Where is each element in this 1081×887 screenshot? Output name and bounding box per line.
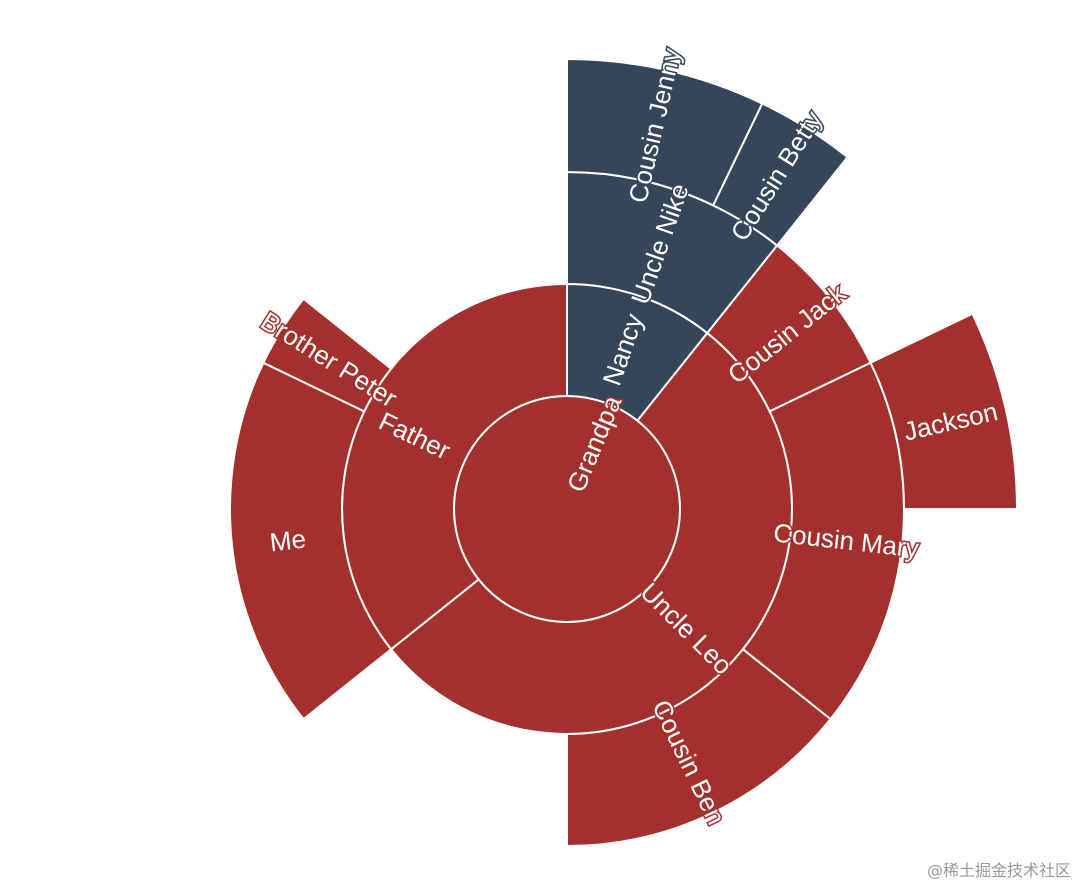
segment-cousin-ben[interactable] [566,647,832,848]
segment-brother-peter[interactable] [262,297,393,413]
segment-cousin-betty[interactable] [711,102,849,247]
label-me: Me [268,524,307,558]
sunburst-segments [229,57,1019,848]
watermark: @稀土掘金技术社区 [926,861,1071,880]
segment-jackson[interactable] [869,312,1019,510]
